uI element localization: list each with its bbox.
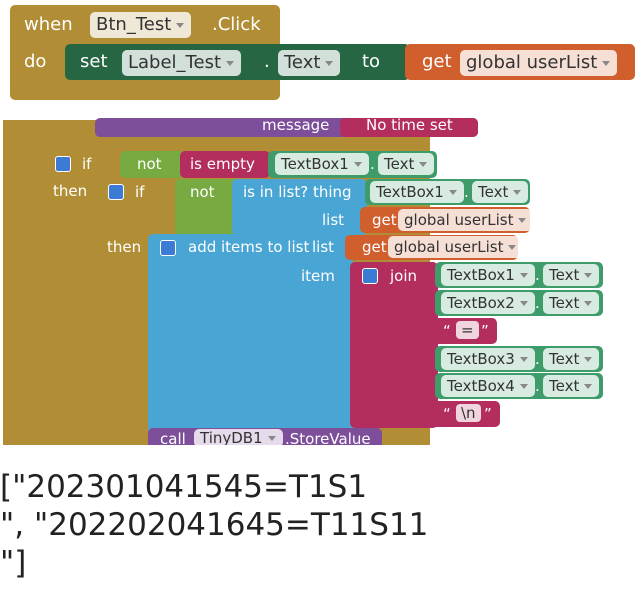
dot: . <box>370 155 375 173</box>
output-line: ", "202202041645=T11S11 <box>0 507 429 543</box>
dropdown[interactable]: TextBox3 <box>441 348 535 370</box>
dropdown[interactable]: TinyDB1 <box>194 429 283 447</box>
dropdown[interactable]: Label_Test <box>122 50 242 76</box>
dot: . <box>464 183 469 201</box>
text-value: No time set <box>366 116 453 134</box>
join-block[interactable] <box>350 262 438 428</box>
dropdown[interactable]: TextBox4 <box>441 375 535 397</box>
keyword: is in list? thing <box>243 183 352 201</box>
gear-icon[interactable] <box>55 156 71 172</box>
dropdown[interactable]: TextBox2 <box>441 292 535 314</box>
text-block[interactable] <box>340 118 478 137</box>
event-name: .Click <box>212 14 261 35</box>
keyword: if <box>135 183 145 201</box>
keyword: get <box>422 51 452 72</box>
keyword: set <box>80 51 108 72</box>
gear-icon[interactable] <box>108 184 124 200</box>
keyword: to <box>362 51 381 72</box>
crop <box>0 445 643 465</box>
keyword: not <box>137 155 162 173</box>
keyword: list <box>312 238 335 256</box>
keyword: get <box>372 211 397 229</box>
method: .StoreValue <box>285 430 371 448</box>
output-line: ["202301041545=T1S1 <box>0 469 368 505</box>
output-line: "] <box>0 545 27 581</box>
if-block-side <box>43 178 97 445</box>
dot: . <box>535 350 540 368</box>
text-value[interactable]: \n <box>456 404 481 422</box>
dropdown[interactable]: Text <box>543 264 600 286</box>
keyword: call <box>160 430 186 448</box>
quote: ” <box>481 322 489 340</box>
dropdown[interactable]: Text <box>543 292 600 314</box>
add-items-block[interactable] <box>148 234 353 434</box>
dropdown[interactable]: Text <box>543 348 600 370</box>
dot: . <box>535 294 540 312</box>
keyword: is empty <box>190 155 255 173</box>
dropdown[interactable]: global userList <box>398 209 534 231</box>
list-block[interactable] <box>232 179 367 235</box>
dropdown[interactable]: TextBox1 <box>275 153 369 175</box>
quote: “ <box>443 405 451 423</box>
dropdown[interactable]: Text <box>278 50 341 76</box>
not-block[interactable] <box>175 179 240 235</box>
dropdown[interactable]: TextBox1 <box>370 181 464 203</box>
text-value[interactable]: = <box>456 321 479 339</box>
dropdown[interactable]: global userList <box>388 236 524 258</box>
dropdown[interactable]: Btn_Test <box>90 12 192 38</box>
quote: “ <box>443 322 451 340</box>
dropdown[interactable]: global userList <box>460 50 618 76</box>
keyword: add items to list <box>188 238 310 256</box>
keyword: then <box>53 182 88 200</box>
label: message <box>262 116 330 134</box>
keyword: get <box>362 238 387 256</box>
dropdown[interactable]: TextBox1 <box>441 264 535 286</box>
keyword: when <box>24 14 73 35</box>
keyword: not <box>190 183 215 201</box>
dropdown[interactable]: Text <box>378 153 435 175</box>
gear-icon[interactable] <box>362 268 378 284</box>
keyword: do <box>24 51 47 72</box>
quote: ” <box>484 405 492 423</box>
dropdown[interactable]: Text <box>472 181 529 203</box>
keyword: if <box>82 155 92 173</box>
gear-icon[interactable] <box>160 240 176 256</box>
keyword: list <box>322 211 345 229</box>
keyword: join <box>390 267 418 285</box>
not-block[interactable] <box>120 151 185 178</box>
is-empty-block[interactable] <box>180 151 270 178</box>
dot: . <box>264 51 270 72</box>
dropdown[interactable]: Text <box>543 375 600 397</box>
dot: . <box>535 266 540 284</box>
keyword: then <box>107 238 142 256</box>
dot: . <box>535 377 540 395</box>
keyword: item <box>301 267 335 285</box>
